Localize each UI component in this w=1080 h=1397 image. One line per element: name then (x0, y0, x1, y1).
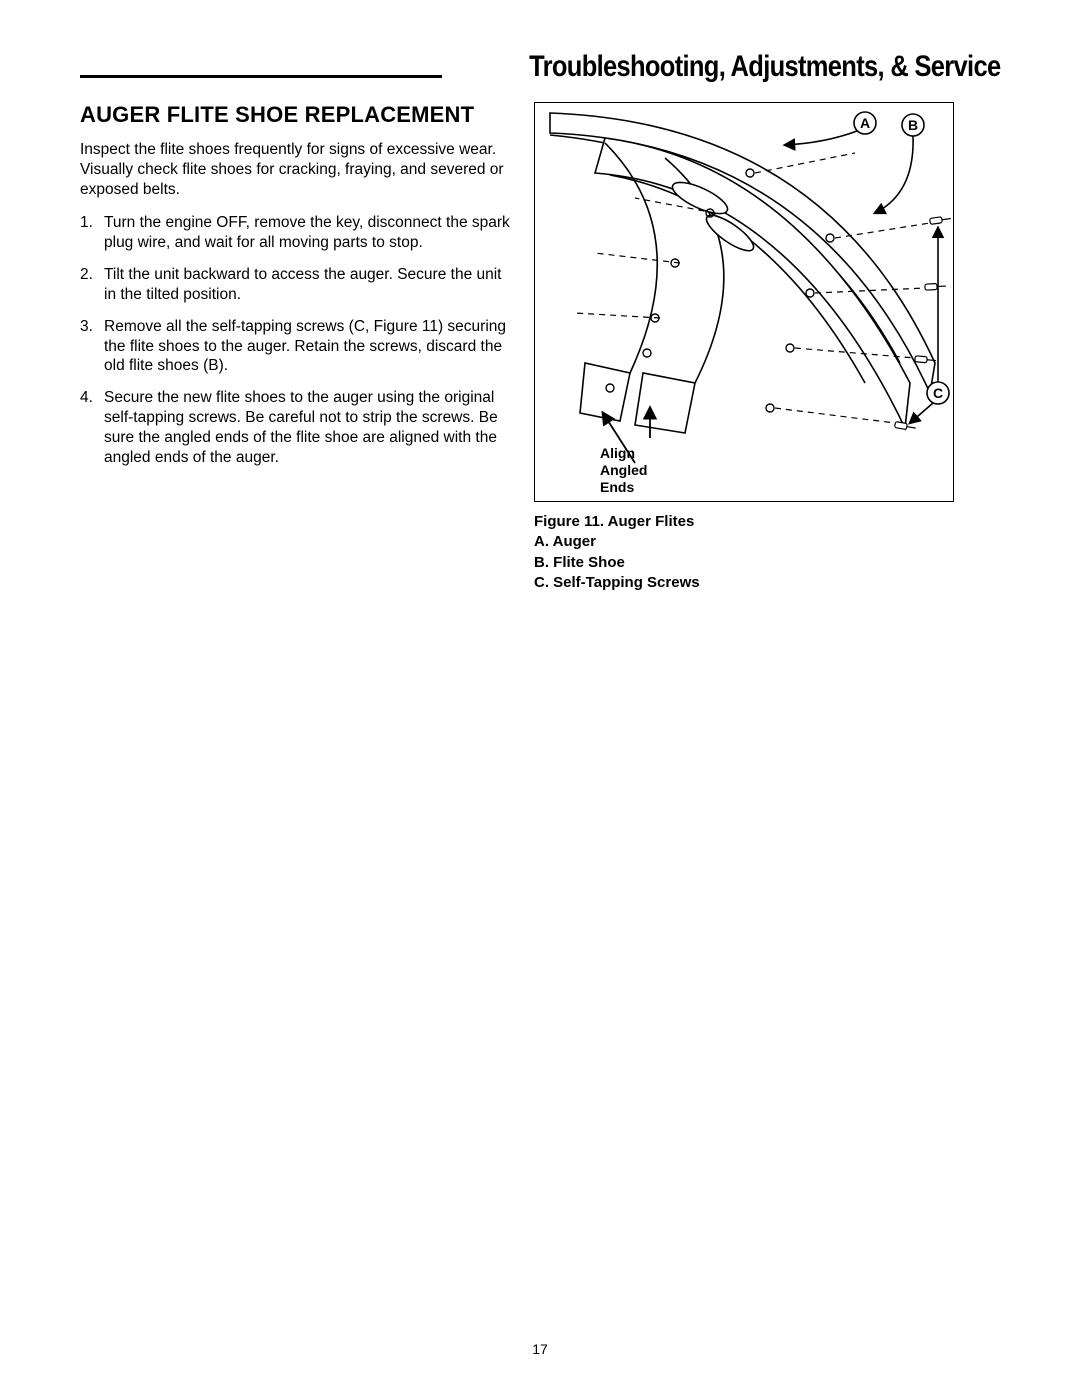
caption-line-c: C. Self-Tapping Screws (534, 573, 1000, 593)
caption-line-b: B. Flite Shoe (534, 553, 1000, 573)
right-column: A B C Align Angled Ends (534, 102, 1000, 593)
label-b: B (908, 117, 918, 133)
left-column: AUGER FLITE SHOE REPLACEMENT Inspect the… (80, 102, 510, 480)
header-row: Troubleshooting, Adjustments, & Service (80, 50, 1000, 84)
figure-caption: Figure 11. Auger Flites A. Auger B. Flit… (534, 512, 1000, 593)
label-c: C (933, 385, 943, 401)
page-number: 17 (0, 1341, 1080, 1357)
callout-align-l3: Ends (600, 479, 634, 495)
callout-align-l1: Align (600, 445, 635, 461)
section-intro: Inspect the flite shoes frequently for s… (80, 140, 510, 199)
caption-line-a: A. Auger (534, 532, 1000, 552)
label-a: A (860, 115, 870, 131)
step-item: Turn the engine OFF, remove the key, dis… (104, 213, 510, 253)
auger-flites-diagram: A B C Align Angled Ends (535, 103, 955, 503)
step-item: Secure the new flite shoes to the auger … (104, 388, 510, 467)
callout-align-l2: Angled (600, 462, 647, 478)
caption-title: Figure 11. Auger Flites (534, 512, 1000, 532)
section-heading: AUGER FLITE SHOE REPLACEMENT (80, 102, 510, 128)
figure-box: A B C Align Angled Ends (534, 102, 954, 502)
content-row: AUGER FLITE SHOE REPLACEMENT Inspect the… (80, 102, 1000, 593)
header-rule (80, 75, 442, 78)
step-item: Tilt the unit backward to access the aug… (104, 265, 510, 305)
steps-list: Turn the engine OFF, remove the key, dis… (80, 213, 510, 467)
step-item: Remove all the self-tapping screws (C, F… (104, 317, 510, 376)
header-title: Troubleshooting, Adjustments, & Service (529, 50, 1000, 84)
page: Troubleshooting, Adjustments, & Service … (0, 0, 1080, 1397)
